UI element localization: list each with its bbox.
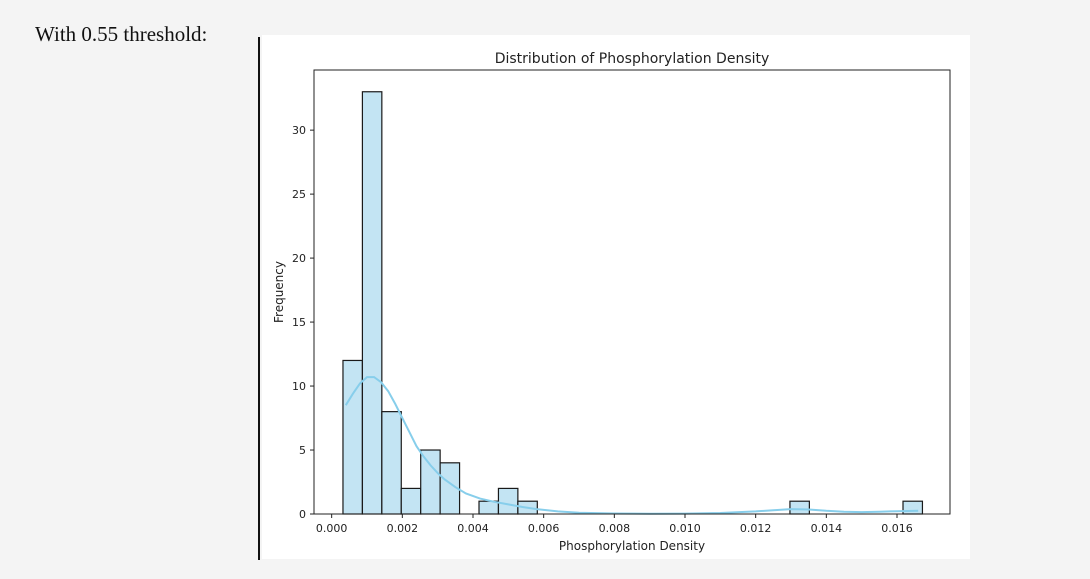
chart-figure: Distribution of Phosphorylation Density … [262,35,970,559]
histogram-bars [342,91,924,515]
histogram-bar [789,500,810,515]
left-divider-line [258,37,260,560]
threshold-caption: With 0.55 threshold: [35,22,208,46]
kde-curve [344,376,919,515]
histogram-bar [497,487,519,515]
x-axis-label: Phosphorylation Density [559,539,705,553]
x-tick-label: 0.006 [528,522,560,535]
plot-frame [313,69,951,515]
x-tick-label: 0.004 [457,522,489,535]
x-tick-label: 0.014 [811,522,843,535]
y-axis-ticks: 0 5 10 15 20 25 30 [292,124,314,521]
histogram-bar [361,91,383,515]
histogram-bar [420,449,441,515]
x-tick-label: 0.008 [599,522,631,535]
y-tick-label: 15 [292,316,306,329]
x-tick-label: 0.016 [881,522,913,535]
histogram-bar [478,500,500,515]
x-tick-label: 0.010 [669,522,701,535]
y-tick-label: 25 [292,188,306,201]
y-tick-label: 5 [299,444,306,457]
x-tick-label: 0.002 [387,522,419,535]
x-axis-ticks: 0.000 0.002 0.004 0.006 0.008 0.010 0.012 0.014… [316,514,913,535]
histogram-bar [381,411,402,515]
y-tick-label: 20 [292,252,306,265]
y-tick-label: 0 [299,508,306,521]
y-tick-label: 30 [292,124,306,137]
y-tick-label: 10 [292,380,306,393]
x-tick-label: 0.000 [316,522,348,535]
histogram-chart: Distribution of Phosphorylation Density … [272,51,951,553]
y-axis-label: Frequency [272,261,286,323]
x-tick-label: 0.012 [740,522,772,535]
histogram-bar [902,500,924,515]
chart-title: Distribution of Phosphorylation Density [495,51,770,67]
histogram-bar [400,487,422,515]
